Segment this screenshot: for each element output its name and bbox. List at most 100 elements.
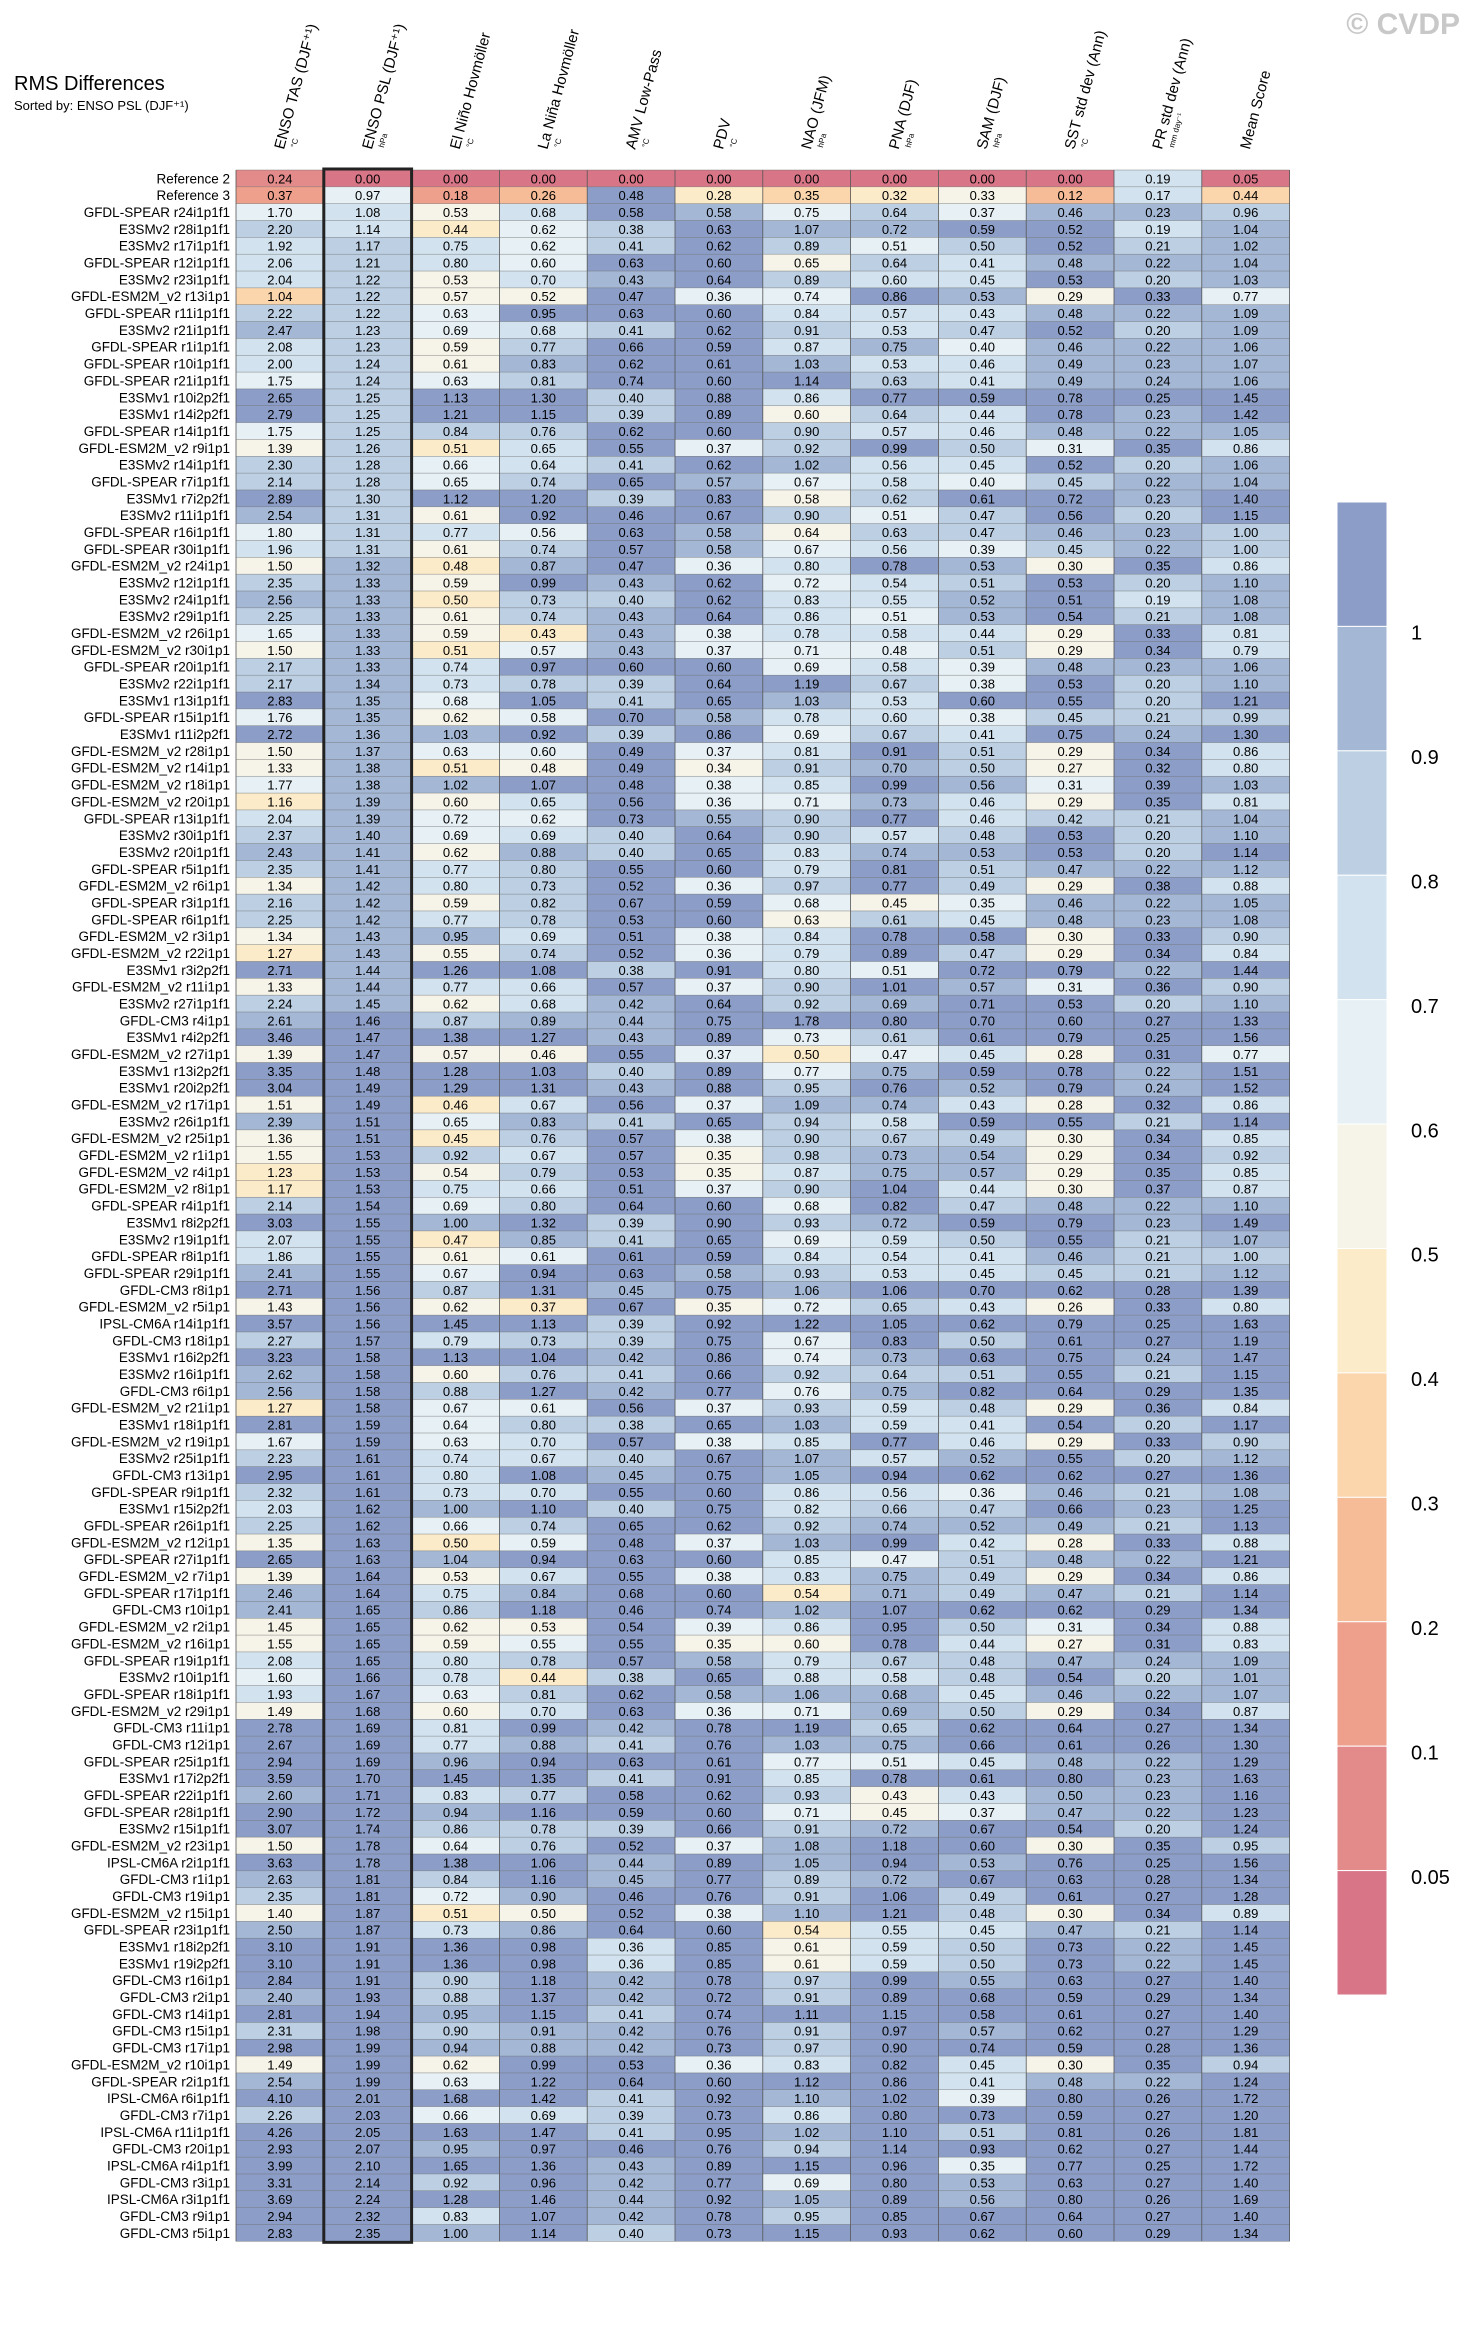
cell-value: 0.39	[970, 660, 995, 675]
heatmap-cell	[323, 1416, 412, 1433]
cell-value: 0.58	[706, 710, 731, 725]
cell-value: 0.82	[970, 1384, 995, 1399]
heatmap-cell	[323, 1938, 412, 1956]
heatmap-cell	[1026, 2190, 1114, 2208]
cell-value: 0.79	[794, 862, 819, 877]
cell-value: 0.54	[1057, 1822, 1082, 1837]
cell-value: 0.48	[618, 778, 643, 793]
heatmap-cell	[1201, 439, 1290, 457]
heatmap-cell	[675, 388, 763, 406]
cell-value: 1.00	[1233, 525, 1258, 540]
heatmap-cell	[236, 1955, 324, 1972]
cell-value: 0.20	[1145, 1418, 1170, 1433]
heatmap-cell	[850, 523, 939, 541]
cell-value: 0.99	[531, 576, 556, 591]
row-label: GFDL-SPEAR r19i1p1f1	[84, 1653, 230, 1668]
heatmap-cell	[938, 961, 1027, 979]
heatmap-cell	[499, 1854, 588, 1871]
cell-value: 0.61	[531, 1401, 556, 1416]
cell-value: 0.66	[706, 1367, 731, 1382]
cell-value: 0.89	[882, 1990, 907, 2005]
heatmap-cell	[236, 692, 324, 709]
cell-value: 2.39	[267, 1114, 292, 1129]
cell-value: 1.07	[531, 2209, 556, 2224]
heatmap-cell	[411, 1601, 500, 1619]
cell-value: 0.80	[794, 963, 819, 978]
heatmap-cell	[587, 1938, 675, 1956]
heatmap-cell	[1026, 692, 1114, 709]
heatmap-cell	[850, 1618, 939, 1636]
heatmap-cell	[499, 759, 588, 777]
heatmap-cell	[762, 2224, 851, 2242]
cell-value: 1.37	[531, 1990, 556, 2005]
cell-value: 1.69	[355, 1754, 380, 1769]
heatmap-cell	[323, 1702, 412, 1720]
heatmap-cell	[499, 1904, 588, 1922]
heatmap-cell	[938, 287, 1027, 305]
cell-value: 1.05	[794, 1468, 819, 1483]
cell-value: 1.14	[531, 2226, 556, 2241]
cell-value: 1.70	[355, 1771, 380, 1786]
cell-value: 1.31	[355, 542, 380, 557]
cell-value: 0.42	[618, 1384, 643, 1399]
heatmap-cell	[411, 1466, 500, 1484]
heatmap-cell	[236, 1736, 324, 1753]
cell-value: 0.99	[1233, 710, 1258, 725]
row-label: GFDL-ESM2M_v2 r5i1p1	[78, 1300, 230, 1315]
cell-value: 0.29	[1057, 744, 1082, 759]
heatmap-cell	[1114, 1887, 1202, 1905]
cell-value: 0.91	[794, 2024, 819, 2039]
heatmap-cell	[675, 1399, 763, 1417]
heatmap-cell	[587, 995, 675, 1012]
cell-value: 0.67	[882, 1653, 907, 1668]
cell-value: 0.92	[706, 2192, 731, 2207]
column-unit: hPa	[992, 132, 1005, 149]
cell-value: 0.47	[1057, 1586, 1082, 1601]
cell-value: 0.60	[794, 407, 819, 422]
cell-value: 0.93	[882, 2226, 907, 2241]
heatmap-cell	[236, 1971, 324, 1989]
heatmap-cell	[1114, 2123, 1202, 2141]
heatmap-cell	[1114, 607, 1202, 625]
heatmap-cell	[236, 826, 324, 844]
cell-value: 0.42	[970, 1535, 995, 1550]
cell-value: 1.25	[355, 407, 380, 422]
cell-value: 0.69	[531, 828, 556, 843]
heatmap-cell	[1026, 1113, 1114, 1130]
cell-value: 0.54	[1057, 1418, 1082, 1433]
heatmap-cell	[411, 658, 500, 676]
cell-value: 2.14	[355, 2175, 380, 2190]
heatmap-cell	[675, 708, 763, 726]
heatmap-cell	[411, 1651, 500, 1669]
cell-value: 0.45	[618, 1468, 643, 1483]
heatmap-cell	[587, 2173, 675, 2191]
row-label: GFDL-ESM2M_v2 r30i1p1	[71, 643, 230, 658]
heatmap-cell	[587, 2056, 675, 2073]
heatmap-cell	[411, 1012, 500, 1029]
row-label: GFDL-ESM2M_v2 r21i1p1	[71, 1401, 230, 1416]
cell-value: 0.86	[443, 1822, 468, 1837]
cell-value: 0.95	[531, 306, 556, 321]
heatmap-cell	[1201, 826, 1290, 844]
heatmap-cell	[1114, 220, 1202, 238]
heatmap-cell	[762, 1331, 851, 1349]
cell-value: 1.28	[355, 458, 380, 473]
cell-value: 0.38	[706, 1434, 731, 1449]
cell-value: 0.51	[618, 929, 643, 944]
heatmap-cell	[1201, 1803, 1290, 1821]
chart-subtitle: Sorted by: ENSO PSL (DJF⁺¹)	[14, 98, 189, 113]
row-label: GFDL-CM3 r1i1p1	[120, 1872, 230, 1887]
cell-value: 0.28	[1145, 1283, 1170, 1298]
heatmap-cell	[587, 793, 675, 810]
cell-value: 1.16	[1233, 1788, 1258, 1803]
heatmap-cell	[411, 1736, 500, 1753]
cell-value: 0.17	[1145, 188, 1170, 203]
cell-value: 0.81	[882, 862, 907, 877]
heatmap-cell	[323, 1719, 412, 1737]
cell-value: 0.49	[970, 1586, 995, 1601]
cell-value: 1.72	[1233, 2158, 1258, 2173]
cell-value: 1.24	[1233, 2074, 1258, 2089]
heatmap-cell	[762, 961, 851, 979]
cell-value: 0.69	[882, 1704, 907, 1719]
heatmap-cell	[1026, 1736, 1114, 1753]
